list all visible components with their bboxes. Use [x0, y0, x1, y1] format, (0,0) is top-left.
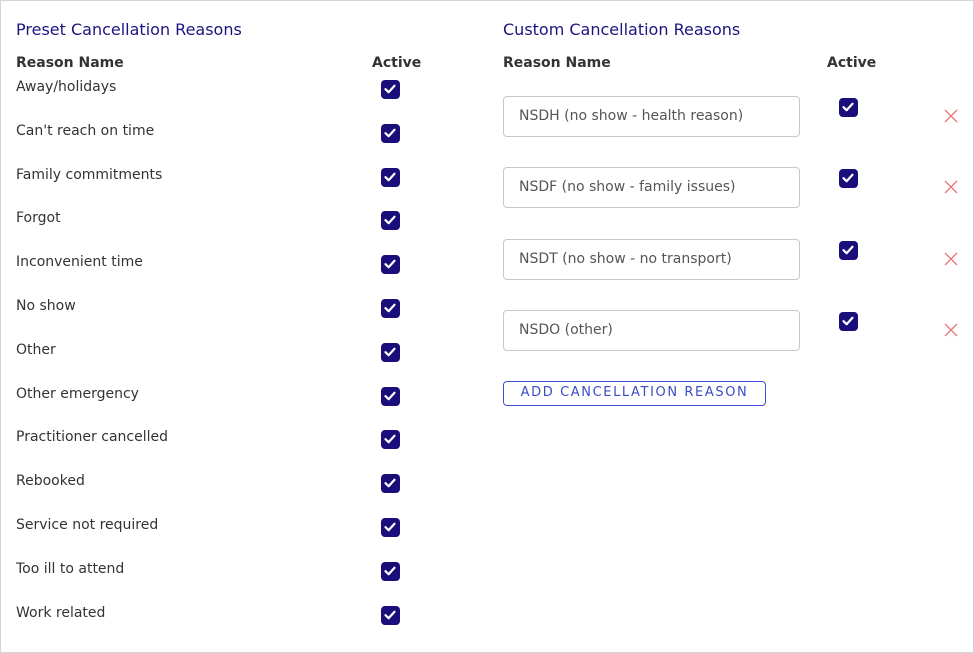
checkmark [384, 259, 396, 269]
column-header: Active [827, 55, 877, 71]
checkbox[interactable] [381, 299, 400, 318]
reason-label: Away/holidays [16, 79, 117, 95]
checkbox[interactable] [381, 518, 400, 537]
reason-label: No show [16, 298, 76, 314]
checkbox[interactable] [381, 342, 400, 362]
checkbox[interactable] [381, 474, 400, 494]
checkmark [384, 522, 396, 532]
checkbox[interactable] [381, 386, 400, 406]
reason-label: Family commitments [16, 166, 163, 183]
reason-input[interactable]: NSDH (no show - health reason) [503, 96, 800, 137]
checkmark [842, 173, 854, 183]
section-title: Custom Cancellation Reasons [503, 20, 741, 39]
reason-label: Inconvenient time [16, 254, 143, 271]
reason-label: Other emergency [16, 385, 139, 402]
checkbox[interactable] [839, 98, 858, 117]
delete-icon [944, 109, 958, 123]
add-button[interactable]: ADD CANCELLATION REASON [503, 381, 766, 406]
delete-button[interactable] [943, 108, 959, 128]
checkmark [384, 172, 396, 181]
checkmark [384, 128, 396, 138]
checkmark [842, 102, 854, 112]
checkbox[interactable] [381, 255, 400, 275]
reason-label: Rebooked [16, 473, 85, 490]
reason-label: Other [16, 341, 56, 358]
checkbox[interactable] [381, 561, 400, 581]
reason-label: Too ill to attend [16, 560, 125, 577]
checkbox[interactable] [839, 169, 858, 189]
delete-icon [944, 180, 958, 194]
delete-icon [944, 323, 958, 337]
reason-label: Service not required [16, 517, 159, 533]
checkbox[interactable] [381, 80, 400, 99]
checkmark [384, 347, 396, 357]
checkmark [384, 610, 396, 619]
checkmark [384, 303, 396, 313]
column-header: Reason Name [503, 55, 611, 71]
delete-button[interactable] [943, 251, 959, 271]
reason-input[interactable]: NSDT (no show - no transport) [503, 238, 800, 280]
checkmark [384, 391, 396, 400]
delete-button[interactable] [943, 179, 959, 199]
column-header: Reason Name [16, 55, 124, 71]
delete-button[interactable] [943, 322, 959, 342]
reason-label: Can't reach on time [16, 122, 155, 139]
column-header: Active [372, 55, 422, 71]
checkbox[interactable] [381, 167, 400, 187]
reason-label: Forgot [16, 210, 61, 227]
reason-input[interactable]: NSDF (no show - family issues) [503, 167, 800, 209]
checkmark [384, 566, 396, 576]
delete-icon [944, 252, 958, 266]
reason-input[interactable]: NSDO (other) [503, 309, 800, 351]
checkmark [384, 478, 396, 488]
checkbox[interactable] [381, 123, 400, 143]
checkbox[interactable] [381, 430, 400, 450]
reason-label: Practitioner cancelled [16, 429, 168, 446]
checkmark [384, 435, 396, 444]
checkbox[interactable] [839, 240, 858, 260]
checkmark [842, 316, 854, 326]
checkmark [384, 216, 396, 225]
reason-label: Work related [16, 604, 106, 621]
checkmark [384, 84, 396, 94]
checkbox[interactable] [839, 311, 858, 331]
checkbox[interactable] [381, 211, 400, 231]
checkmark [842, 245, 854, 254]
section-title: Preset Cancellation Reasons [16, 20, 242, 39]
checkbox[interactable] [381, 605, 400, 625]
